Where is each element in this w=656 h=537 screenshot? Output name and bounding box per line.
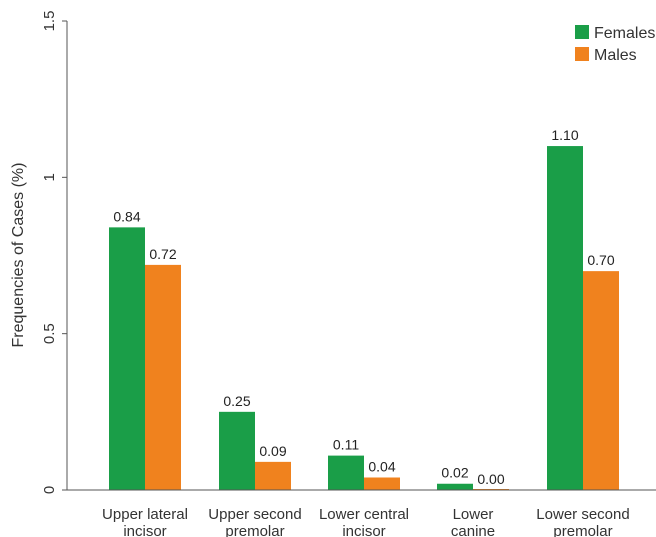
bar-males [583, 271, 619, 490]
x-tick-label: premolar [225, 523, 284, 537]
bar-value-label: 0.02 [441, 465, 468, 481]
bar-value-label: 1.10 [551, 127, 578, 143]
legend: Females Males [575, 25, 655, 64]
x-tick-label: incisor [342, 523, 385, 537]
bar-females [109, 227, 145, 491]
y-tick-label: 1.5 [41, 11, 58, 32]
y-tick-label: 0.5 [41, 323, 58, 344]
legend-label-females: Females [594, 25, 655, 42]
x-tick-label: Upper second [208, 506, 301, 523]
bars-group [109, 146, 619, 491]
bar-females [328, 455, 364, 490]
bar-value-label: 0.00 [477, 471, 504, 487]
bar-value-label: 0.70 [587, 252, 614, 268]
bar-females [547, 146, 583, 491]
legend-swatch-females [575, 25, 589, 39]
bar-value-label: 0.04 [368, 458, 395, 474]
bar-value-label: 0.72 [149, 246, 176, 262]
x-tick-label: Lower [453, 506, 494, 523]
bar-females [437, 483, 473, 490]
x-tick-label: Lower central [319, 506, 409, 523]
bar-males [255, 461, 291, 490]
bar-value-label: 0.11 [333, 437, 359, 453]
x-tick-label: Lower second [536, 506, 629, 523]
x-tick-label: incisor [123, 523, 166, 537]
bar-females [219, 411, 255, 490]
value-labels-group: 0.84 0.72 0.25 0.09 0.11 0.04 0.02 0.00 1.10 0.70 [113, 127, 614, 487]
y-tick-label: 1 [41, 173, 58, 181]
legend-label-males: Males [594, 47, 637, 64]
bar-value-label: 0.09 [259, 443, 286, 459]
x-tick-label: premolar [553, 523, 612, 537]
y-tick-label: 0 [41, 486, 58, 494]
y-axis-title-group: Frequencies of Cases (%) [10, 163, 27, 348]
x-tick-label: canine [451, 523, 495, 537]
y-axis: 0 0.5 1 1.5 [41, 11, 68, 494]
bar-value-label: 0.25 [223, 393, 250, 409]
y-axis-title: Frequencies of Cases (%) [10, 163, 27, 348]
bar-males [145, 264, 181, 490]
x-tick-label: Upper lateral [102, 506, 188, 523]
legend-swatch-males [575, 47, 589, 61]
bar-value-label: 0.84 [113, 208, 140, 224]
bar-males [364, 477, 400, 490]
